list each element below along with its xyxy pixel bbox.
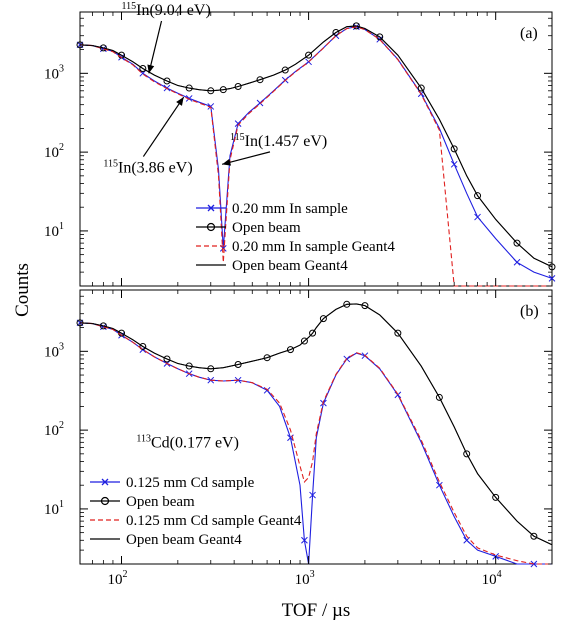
panel-a-plot bbox=[76, 22, 556, 287]
arrow-head bbox=[222, 158, 232, 166]
y-tick-label: 103 bbox=[44, 341, 64, 360]
panel-b-tag: (b) bbox=[520, 303, 539, 320]
data-point-b-1 bbox=[286, 346, 294, 354]
data-point-b-0 bbox=[309, 491, 316, 499]
x-tick-label: 102 bbox=[108, 569, 128, 588]
data-point-b-1 bbox=[300, 337, 308, 345]
data-point-b-1 bbox=[394, 329, 402, 337]
arrow-head bbox=[176, 97, 184, 106]
data-point-b-1 bbox=[309, 329, 317, 337]
legend-marker bbox=[101, 478, 109, 486]
series-line-b-3 bbox=[79, 303, 553, 546]
annotations: 115In(9.04 eV) 115In(3.86 eV) 115In(1.457 … bbox=[103, 1, 327, 452]
arrow-head bbox=[147, 64, 155, 74]
data-point-b-1 bbox=[163, 355, 171, 363]
data-point-a-1 bbox=[281, 66, 289, 74]
panel-b-plot bbox=[76, 300, 553, 568]
data-point-b-1 bbox=[319, 315, 327, 323]
legend-label: 0.125 mm Cd sample bbox=[126, 475, 255, 491]
annotation-arrow bbox=[142, 96, 185, 157]
data-point-a-0 bbox=[474, 213, 481, 221]
data-point-b-1 bbox=[530, 532, 538, 540]
axis-ticks: 101 102 103 102 103 104 101 102 103 bbox=[44, 11, 553, 588]
y-tick-label: 102 bbox=[44, 420, 64, 439]
legend-marker bbox=[207, 204, 215, 212]
data-point-a-1 bbox=[163, 77, 171, 85]
data-point-b-1 bbox=[185, 362, 193, 370]
legend-label: Open beam bbox=[232, 220, 301, 236]
data-point-a-1 bbox=[513, 239, 521, 247]
data-point-b-1 bbox=[234, 361, 242, 369]
legends: 0.20 mm In sample Open beam 0.20 mm In sam… bbox=[90, 201, 395, 548]
data-point-a-0 bbox=[513, 258, 521, 266]
y-axis-title: Counts bbox=[12, 263, 33, 317]
data-point-a-1 bbox=[332, 28, 340, 36]
panel-b-frame bbox=[79, 289, 553, 565]
data-point-b-1 bbox=[263, 354, 271, 362]
data-point-a-0 bbox=[185, 95, 193, 102]
data-point-b-1 bbox=[435, 393, 443, 401]
legend-label: Open beam Geant4 bbox=[126, 532, 242, 548]
legend-label: 0.20 mm In sample Geant4 bbox=[232, 239, 395, 255]
data-point-a-1 bbox=[234, 83, 242, 91]
data-point-b-0 bbox=[301, 536, 308, 544]
y-tick-label: 103 bbox=[44, 63, 64, 82]
data-point-b-1 bbox=[492, 493, 500, 501]
data-point-b-1 bbox=[463, 450, 471, 458]
legend-marker bbox=[100, 496, 110, 506]
legend-label: Open beam Geant4 bbox=[232, 258, 348, 274]
data-point-a-0 bbox=[450, 160, 458, 168]
data-point-a-1 bbox=[305, 51, 313, 59]
panel-a-frame bbox=[79, 11, 553, 287]
panel-a-tag: (a) bbox=[520, 25, 538, 42]
legend-label: Open beam bbox=[126, 494, 195, 510]
annotation-label-a-2: 115In(1.457 eV) bbox=[230, 132, 327, 150]
data-point-a-1 bbox=[450, 145, 458, 153]
data-point-a-0 bbox=[256, 99, 264, 107]
data-point-a-1 bbox=[548, 263, 556, 271]
annotation-arrow bbox=[148, 20, 163, 74]
annotation-label-a-0: 115In(9.04 eV) bbox=[122, 1, 211, 19]
annotation-label-a-1: 115In(3.86 eV) bbox=[103, 159, 192, 177]
data-point-a-1 bbox=[185, 84, 193, 92]
legend-marker bbox=[206, 222, 216, 232]
data-point-b-1 bbox=[361, 302, 369, 310]
legend-label: 0.20 mm In sample bbox=[232, 201, 348, 217]
x-tick-label: 103 bbox=[295, 569, 315, 588]
data-point-a-1 bbox=[256, 76, 264, 84]
data-point-b-1 bbox=[139, 343, 147, 351]
x-tick-label: 104 bbox=[482, 569, 502, 588]
data-point-a-0 bbox=[234, 120, 242, 127]
legend-label: 0.125 mm Cd sample Geant4 bbox=[126, 513, 302, 529]
data-point-a-1 bbox=[474, 192, 482, 200]
y-tick-label: 102 bbox=[44, 142, 64, 161]
data-point-a-1 bbox=[417, 84, 425, 92]
series-line-a-3 bbox=[79, 25, 553, 268]
y-tick-label: 101 bbox=[44, 221, 64, 240]
data-point-a-0 bbox=[548, 275, 556, 282]
y-tick-label: 101 bbox=[44, 499, 64, 518]
data-point-a-1 bbox=[139, 65, 147, 73]
x-axis-title: TOF / µs bbox=[282, 600, 351, 621]
series-line-b-2 bbox=[79, 322, 552, 565]
data-point-a-0 bbox=[207, 103, 215, 110]
annotation-label-b-0: 113Cd(0.177 eV) bbox=[136, 434, 239, 452]
series-line-a-2 bbox=[79, 26, 552, 287]
data-point-b-0 bbox=[463, 536, 471, 544]
